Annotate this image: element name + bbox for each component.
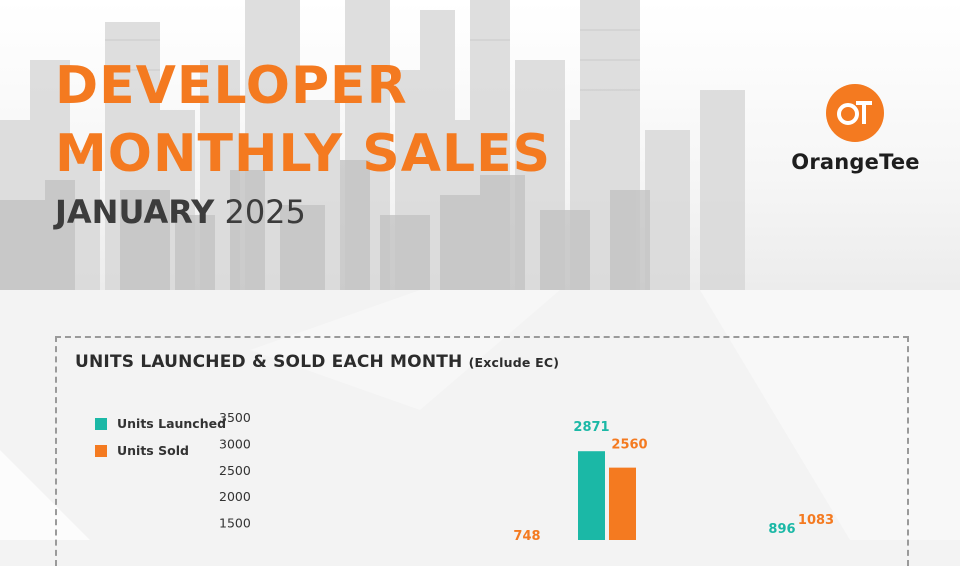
hero-banner: DEVELOPER MONTHLY SALES JANUARY 2025 Ora… — [0, 0, 960, 290]
chart-legend: Units Launched Units Sold — [95, 410, 226, 464]
title-line-2: MONTHLY SALES — [55, 124, 552, 184]
legend-swatch-sold — [95, 444, 107, 457]
legend-swatch-launched — [95, 417, 107, 430]
chart-title-text: UNITS LAUNCHED & SOLD EACH MONTH — [75, 352, 463, 372]
legend-label-sold: Units Sold — [117, 443, 189, 458]
legend-label-launched: Units Launched — [117, 416, 227, 431]
chart-title-note: (Exclude EC) — [468, 355, 560, 370]
legend-item-units-sold: Units Sold — [95, 437, 226, 464]
orangetee-logo: OrangeTee — [788, 80, 923, 190]
logo-wordmark: OrangeTee — [791, 150, 920, 174]
chart-panel: UNITS LAUNCHED & SOLD EACH MONTH (Exclud… — [55, 336, 909, 566]
report-year: 2025 — [224, 193, 306, 231]
report-month: JANUARY — [55, 193, 215, 231]
city-skyline-image — [0, 0, 745, 290]
decorative-diagonal-shapes — [0, 250, 960, 290]
chart-title: UNITS LAUNCHED & SOLD EACH MONTH (Exclud… — [75, 352, 559, 372]
logo-mark-icon — [826, 84, 884, 142]
legend-item-units-launched: Units Launched — [95, 410, 226, 437]
report-period: JANUARY 2025 — [55, 196, 306, 228]
background-shapes — [0, 290, 960, 540]
title-line-1: DEVELOPER — [55, 56, 408, 116]
